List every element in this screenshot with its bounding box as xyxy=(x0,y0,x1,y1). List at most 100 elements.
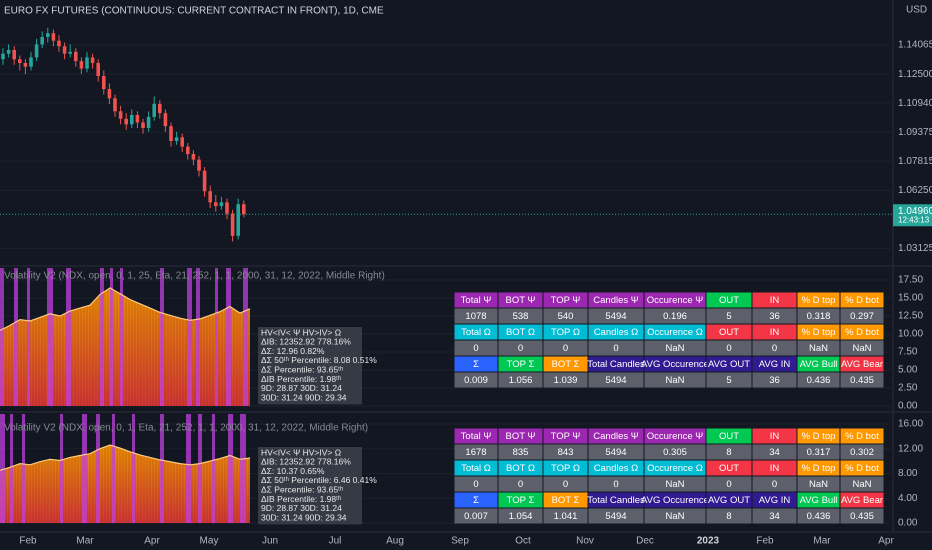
time-tick-label: Apr xyxy=(878,536,894,547)
table-text: 5 xyxy=(726,375,731,386)
table-cell xyxy=(752,340,797,356)
price-tick-label: 1.12500 xyxy=(898,69,932,80)
table-text: Total Ψ xyxy=(461,295,492,306)
table-text: 1.054 xyxy=(509,511,533,522)
table-cell xyxy=(752,324,797,340)
table-cell xyxy=(644,372,706,388)
table-text: 0.436 xyxy=(807,511,831,522)
table-cell xyxy=(588,460,644,476)
table-cell xyxy=(588,444,644,460)
table-cell xyxy=(840,508,884,524)
table-text: 5494 xyxy=(605,511,626,522)
table-text: Candles Ω xyxy=(594,463,639,474)
table-text: NaN xyxy=(809,343,828,354)
candle-body xyxy=(186,146,190,155)
candle-body xyxy=(152,103,156,117)
table-cell xyxy=(840,356,884,372)
table-text: AVG Bear xyxy=(841,359,883,370)
candle-body xyxy=(169,126,173,142)
table-text: 0.305 xyxy=(663,447,687,458)
candle-body xyxy=(202,170,207,192)
table-cell xyxy=(543,428,588,444)
table-text: BOT Σ xyxy=(552,359,580,370)
signal-band xyxy=(14,268,18,406)
table-cell xyxy=(840,444,884,460)
table-text: OUT xyxy=(719,463,739,474)
table-cell xyxy=(454,356,498,372)
info-line: ΔIB Percentile: 1.98ᵗʰ xyxy=(261,374,341,384)
time-tick-label: May xyxy=(200,536,219,547)
candle-body xyxy=(135,115,140,123)
table-text: Occurence Ω xyxy=(647,327,703,338)
table-text: Occurence Ω xyxy=(647,463,703,474)
table-cell xyxy=(498,492,543,508)
pane-tick-label: 2.50 xyxy=(898,383,918,394)
table-text: 1078 xyxy=(465,311,486,322)
table-cell xyxy=(797,428,840,444)
table-cell xyxy=(706,508,752,524)
table-cell xyxy=(498,308,543,324)
table-cell xyxy=(498,428,543,444)
table-cell xyxy=(644,492,706,508)
table-text: TOP Σ xyxy=(507,359,535,370)
table-text: 5494 xyxy=(605,447,626,458)
table-text: 0.302 xyxy=(850,447,874,458)
signal-band xyxy=(243,268,248,406)
table-text: 1.056 xyxy=(509,375,533,386)
table-text: AVG Occurence xyxy=(641,359,709,370)
signal-band xyxy=(22,414,25,524)
info-line: ΔΣ 50ᵗʰ Percentile: 8.08 0.51% xyxy=(261,355,377,365)
candle-body xyxy=(158,103,162,114)
table-text: NaN xyxy=(665,511,684,522)
table-cell xyxy=(797,356,840,372)
table-text: 34 xyxy=(769,511,780,522)
signal-band xyxy=(212,414,215,524)
signal-band xyxy=(66,268,71,406)
table-cell xyxy=(454,292,498,308)
pane-label: Volatility V2 (NDX, open, 0, 1, 25, Eta,… xyxy=(4,271,385,282)
last-price-box xyxy=(893,204,932,227)
table-cell xyxy=(498,292,543,308)
time-tick-label: Nov xyxy=(576,536,594,547)
candle-body xyxy=(107,89,112,99)
table-text: 538 xyxy=(513,311,529,322)
countdown: 12:43:13 xyxy=(898,215,930,224)
table-cell xyxy=(644,308,706,324)
table-text: 0 xyxy=(726,343,731,354)
candle-body xyxy=(90,57,95,63)
table-text: Σ xyxy=(473,359,479,370)
table-text: 0 xyxy=(563,343,568,354)
table-cell xyxy=(706,444,752,460)
table-text: NaN xyxy=(852,479,871,490)
candle-body xyxy=(85,57,89,69)
table-cell xyxy=(588,508,644,524)
table-text: Σ xyxy=(473,495,479,506)
table-text: AVG Bear xyxy=(841,495,883,506)
table-cell xyxy=(588,428,644,444)
candle-body xyxy=(236,204,240,236)
table-cell xyxy=(644,508,706,524)
candle-body xyxy=(40,36,44,45)
table-cell xyxy=(706,292,752,308)
signal-band xyxy=(27,268,30,406)
volatility-line xyxy=(0,287,251,331)
signal-band xyxy=(47,268,53,406)
table-cell xyxy=(543,340,588,356)
candle-body xyxy=(79,61,84,69)
signal-band xyxy=(226,268,231,406)
table-text: 8 xyxy=(726,511,731,522)
candle-body xyxy=(62,46,67,54)
table-cell xyxy=(706,476,752,492)
table-text: 0.436 xyxy=(807,375,831,386)
table-cell xyxy=(840,460,884,476)
pane-tick-label: 16.00 xyxy=(898,419,923,430)
table-cell xyxy=(498,508,543,524)
table-text: IN xyxy=(770,327,780,338)
table-cell xyxy=(797,292,840,308)
table-text: Total Ψ xyxy=(461,431,492,442)
table-text: NaN xyxy=(665,479,684,490)
table-cell xyxy=(588,492,644,508)
table-cell xyxy=(840,324,884,340)
candle-body xyxy=(130,115,134,125)
